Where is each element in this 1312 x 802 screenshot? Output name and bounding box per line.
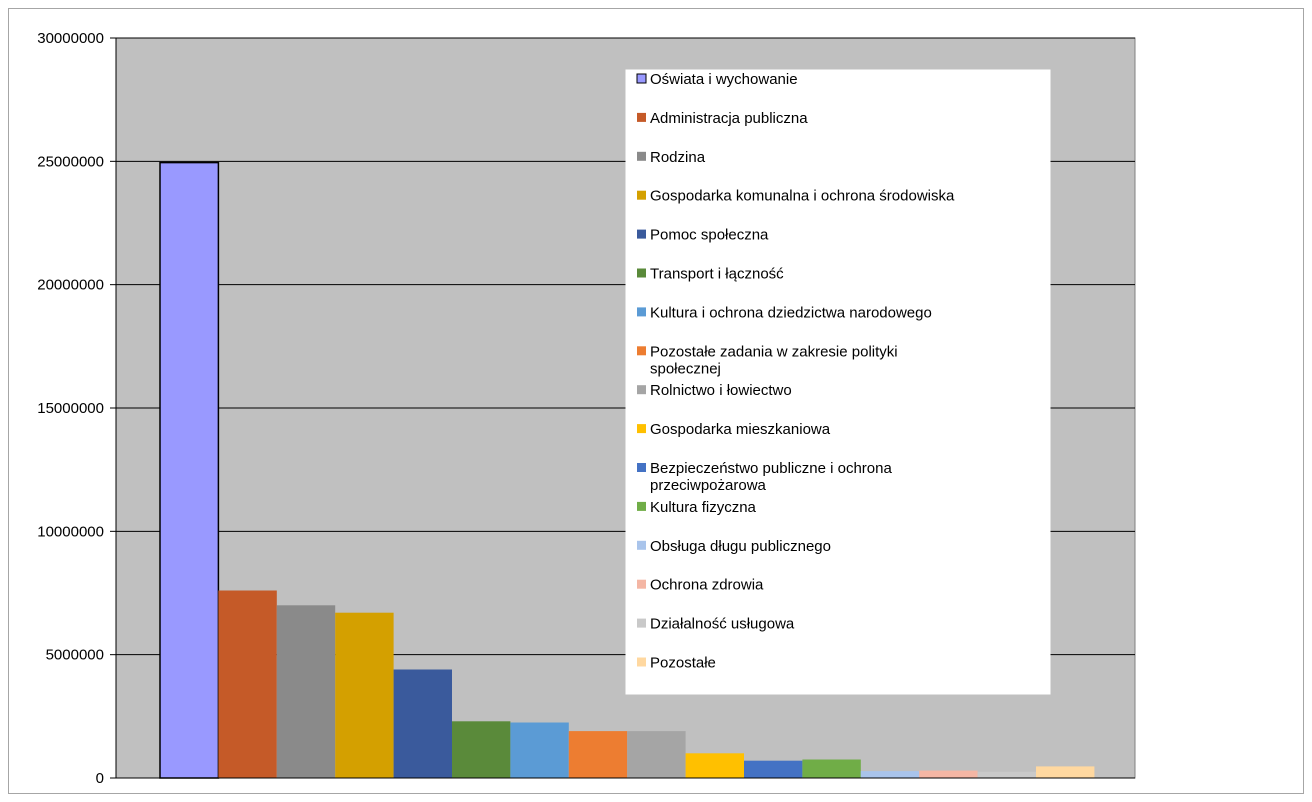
- legend-swatch-3: [637, 151, 646, 161]
- legend-swatch-12: [637, 501, 646, 511]
- legend-swatch-14: [637, 579, 646, 589]
- legend-swatch-11: [637, 463, 646, 472]
- legend-label-10: Gospodarka mieszkaniowa: [650, 421, 831, 438]
- y-tick-label: 25000000: [37, 153, 104, 170]
- bar-9: [627, 731, 686, 778]
- bar-11: [744, 760, 803, 778]
- y-tick-label: 0: [96, 770, 104, 787]
- bar-1: [159, 161, 220, 779]
- legend-label-13: Obsługa długu publicznego: [650, 538, 831, 555]
- y-tick-label: 5000000: [46, 647, 104, 664]
- legend-label-1: Oświata i wychowanie: [650, 71, 798, 88]
- legend-box: [625, 69, 1051, 695]
- legend-swatch-15: [637, 618, 646, 628]
- legend-swatch-2: [637, 112, 646, 122]
- y-tick-label: 30000000: [37, 30, 104, 47]
- legend-label-2: Administracja publiczna: [650, 110, 808, 127]
- legend-label-4: Gospodarka komunalna i ochrona środowisk…: [650, 188, 955, 205]
- y-tick-label: 10000000: [37, 523, 104, 540]
- bar-3: [276, 605, 336, 778]
- bar-12: [802, 759, 861, 778]
- legend-swatch-16: [637, 657, 646, 667]
- y-tick-label: 15000000: [37, 400, 104, 417]
- legend-label-14: Ochrona zdrowia: [650, 577, 764, 594]
- bar-13: [860, 771, 920, 778]
- bar-14: [919, 770, 978, 778]
- bar-8: [568, 731, 628, 778]
- legend-swatch-8: [637, 346, 646, 356]
- y-tick-label: 20000000: [37, 277, 104, 294]
- bar-10: [685, 753, 744, 778]
- bar-2: [218, 590, 277, 778]
- legend-swatch-5: [637, 229, 646, 239]
- legend-swatch-7: [637, 307, 646, 317]
- legend-swatch-9: [637, 385, 646, 395]
- legend-label-12: Kultura fizyczna: [650, 499, 757, 516]
- legend-label-6: Transport i łączność: [650, 266, 784, 283]
- bar-6: [452, 721, 511, 778]
- legend-label-9: Rolnictwo i łowiectwo: [650, 382, 792, 399]
- bar-7: [510, 722, 569, 778]
- legend-label-8: Pozostałe zadania w zakresie polityki spo…: [650, 343, 898, 377]
- legend-swatch-1: [636, 73, 647, 84]
- legend-swatch-4: [637, 190, 646, 200]
- bar-4: [335, 612, 394, 778]
- legend-label-7: Kultura i ochrona dziedzictwa narodowego: [650, 304, 932, 321]
- legend-label-3: Rodzina: [650, 149, 706, 166]
- bar-5: [393, 669, 452, 778]
- legend-label-15: Działalność usługowa: [650, 616, 795, 633]
- legend-swatch-6: [637, 268, 646, 278]
- legend-swatch-10: [637, 424, 646, 434]
- legend-label-16: Pozostałe: [650, 655, 716, 672]
- legend-label-11: Bezpieczeństwo publiczne i ochrona przeci…: [650, 460, 892, 494]
- bar-15: [977, 771, 1036, 778]
- bar-16: [1036, 766, 1095, 778]
- legend-label-5: Pomoc społeczna: [650, 227, 769, 244]
- legend-swatch-13: [637, 540, 646, 550]
